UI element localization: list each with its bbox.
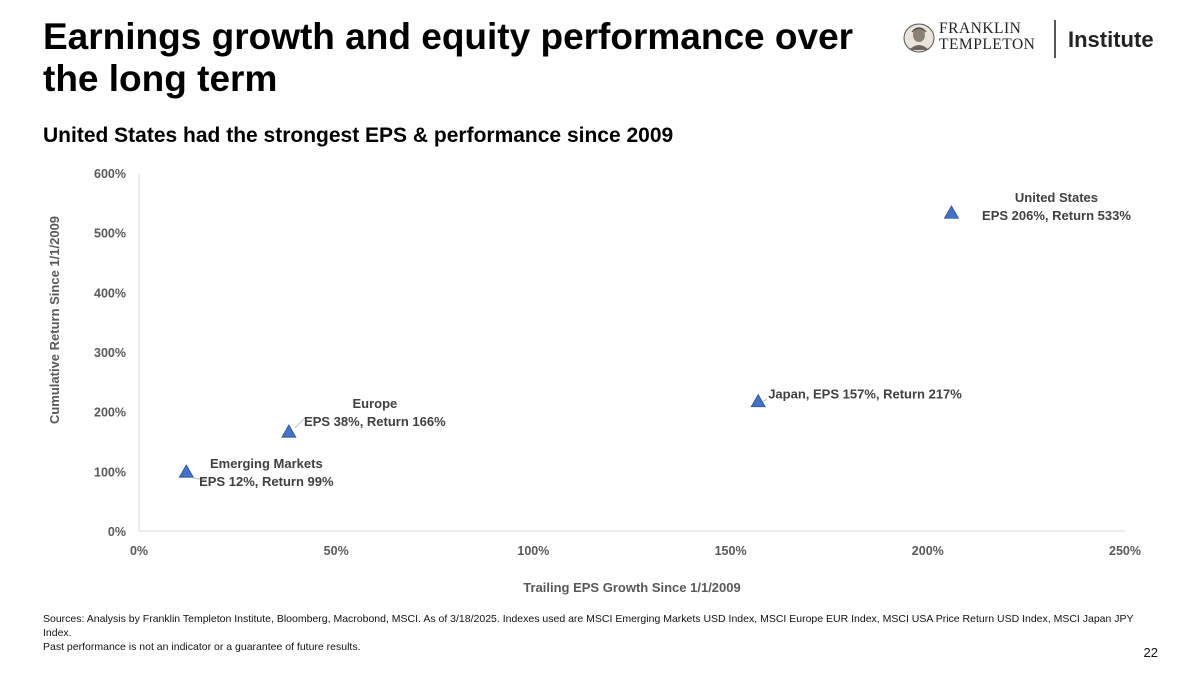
institute-wordmark: Institute bbox=[1068, 27, 1154, 52]
data-label: Europe bbox=[352, 396, 397, 411]
y-tick-label: 500% bbox=[94, 227, 126, 241]
x-axis-title: Trailing EPS Growth Since 1/1/2009 bbox=[523, 580, 740, 595]
franklin-templeton-institute-logo: FRANKLIN TEMPLETON Institute bbox=[903, 18, 1163, 60]
y-tick-label: 600% bbox=[94, 167, 126, 181]
data-label: Emerging Markets bbox=[210, 456, 323, 471]
scatter-point-emerging-markets bbox=[178, 464, 195, 478]
data-label: EPS 206%, Return 533% bbox=[982, 208, 1131, 223]
page-number: 22 bbox=[1143, 645, 1158, 660]
x-tick-label: 0% bbox=[130, 544, 148, 558]
page-title: Earnings growth and equity performance o… bbox=[43, 16, 854, 99]
y-tick-label: 200% bbox=[94, 406, 126, 420]
y-tick-label: 100% bbox=[94, 465, 126, 479]
brand-line-2: TEMPLETON bbox=[939, 36, 1036, 53]
x-tick-label: 50% bbox=[324, 544, 349, 558]
leader-line bbox=[294, 417, 315, 429]
leader-line bbox=[192, 477, 207, 481]
y-tick-label: 0% bbox=[108, 525, 126, 539]
scatter-point-united-states bbox=[943, 205, 960, 219]
data-label: Japan, EPS 157%, Return 217% bbox=[768, 387, 962, 402]
sources-footnote: Sources: Analysis by Franklin Templeton … bbox=[43, 612, 1163, 654]
footnote-sources: Sources: Analysis by Franklin Templeton … bbox=[43, 613, 1134, 639]
franklin-portrait-icon bbox=[903, 23, 935, 53]
scatter-point-europe bbox=[281, 424, 297, 438]
y-tick-label: 300% bbox=[94, 346, 126, 360]
leader-line bbox=[762, 398, 768, 402]
data-label: EPS 12%, Return 99% bbox=[199, 474, 334, 489]
x-tick-label: 100% bbox=[517, 544, 549, 558]
brand-line-1: FRANKLIN bbox=[939, 20, 1022, 37]
data-label: United States bbox=[1015, 190, 1098, 205]
y-axis-title: Cumulative Return Since 1/1/2009 bbox=[47, 216, 62, 424]
data-label: EPS 38%, Return 166% bbox=[304, 414, 446, 429]
x-tick-label: 250% bbox=[1109, 544, 1141, 558]
x-tick-label: 150% bbox=[715, 544, 747, 558]
scatter-point-japan bbox=[750, 393, 766, 408]
brand-wordmark: FRANKLIN TEMPLETON bbox=[939, 21, 1035, 53]
logo-divider bbox=[1054, 20, 1056, 58]
x-tick-label: 200% bbox=[912, 544, 944, 558]
y-tick-label: 400% bbox=[94, 286, 126, 300]
chart-subtitle: United States had the strongest EPS & pe… bbox=[43, 124, 674, 147]
footnote-disclaimer: Past performance is not an indicator or … bbox=[43, 641, 361, 653]
